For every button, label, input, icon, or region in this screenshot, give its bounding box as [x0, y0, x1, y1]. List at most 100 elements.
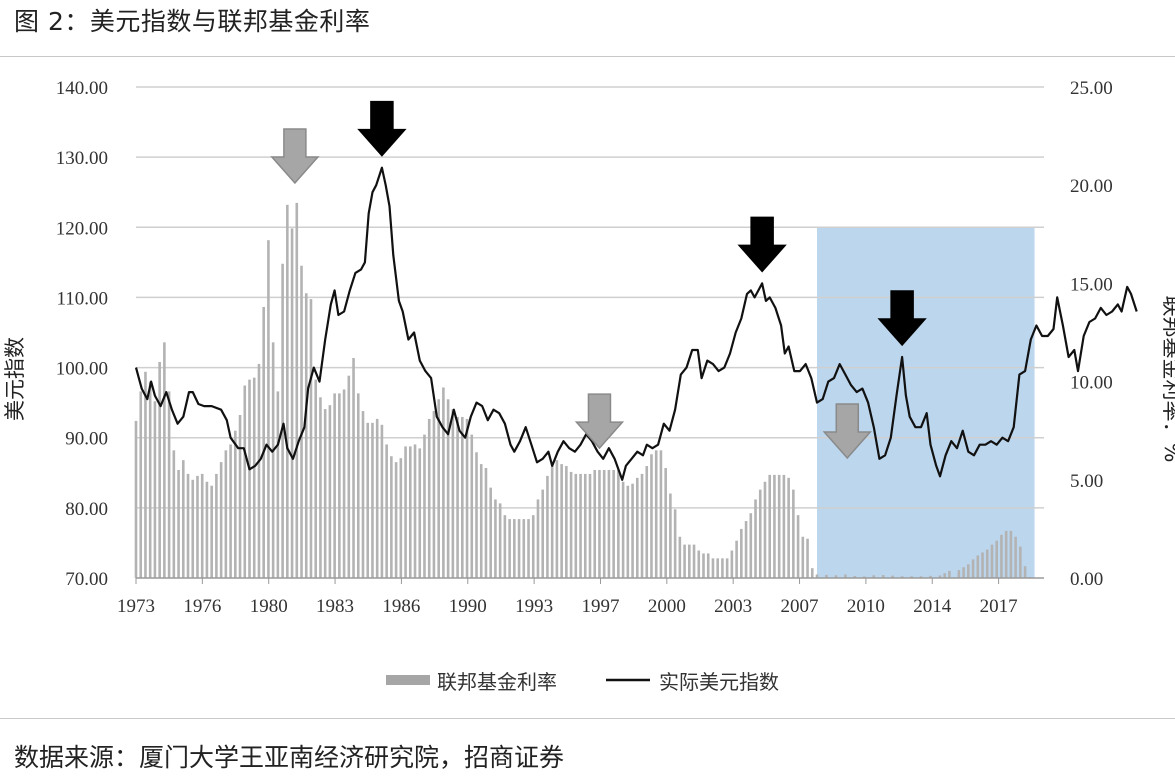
bar — [366, 422, 370, 578]
bar — [617, 469, 620, 578]
bar — [1009, 530, 1013, 578]
highlight-region — [817, 227, 1035, 579]
bar — [347, 375, 351, 578]
bar — [385, 444, 388, 578]
bar — [796, 515, 800, 578]
bar — [498, 503, 502, 578]
bar — [390, 456, 393, 578]
bar — [338, 393, 341, 578]
bar — [479, 464, 483, 578]
highlight-rect — [817, 227, 1035, 579]
bar — [361, 411, 365, 578]
bar — [721, 558, 724, 578]
bar — [536, 499, 540, 578]
bar — [806, 538, 809, 578]
right-tick-label: 15.00 — [1070, 274, 1113, 295]
bar — [810, 568, 814, 578]
bar — [664, 468, 667, 578]
bar — [517, 519, 521, 578]
bar — [484, 468, 488, 578]
bar — [158, 361, 161, 578]
bar — [167, 391, 171, 578]
bar — [659, 450, 663, 578]
bar — [574, 473, 578, 578]
x-tick-label: 1983 — [316, 596, 354, 617]
bar — [976, 555, 980, 578]
bar — [451, 409, 455, 578]
bar — [399, 458, 403, 578]
bar — [640, 473, 644, 578]
bar — [300, 265, 303, 578]
bar — [172, 450, 176, 578]
bar — [191, 479, 195, 578]
bar — [706, 553, 710, 578]
bar — [995, 540, 999, 578]
bar — [200, 473, 204, 578]
bar — [234, 430, 237, 578]
bar — [215, 473, 218, 578]
left-tick-label: 140.00 — [56, 78, 108, 99]
x-tick-label: 2000 — [648, 596, 686, 617]
bar — [181, 460, 185, 578]
x-tick-label: 2014 — [913, 596, 952, 617]
bar — [569, 471, 573, 578]
bar — [446, 399, 450, 578]
bar — [971, 559, 975, 578]
bar — [560, 464, 563, 578]
bar — [243, 385, 247, 578]
bar — [744, 521, 748, 578]
bar — [981, 552, 984, 578]
bar — [413, 444, 417, 578]
bar — [929, 575, 932, 578]
left-tick-label: 80.00 — [65, 499, 108, 520]
bar — [583, 473, 587, 578]
bar — [531, 515, 535, 578]
x-axis-ticks: 1973 1976 1980 1983 1986 1990 1993 1997 2000 2003… — [117, 578, 1018, 617]
bar — [352, 358, 355, 578]
bar — [844, 574, 847, 578]
bar — [872, 575, 876, 578]
x-tick-label: 1980 — [250, 596, 288, 617]
bar — [380, 424, 384, 578]
bar — [555, 460, 559, 578]
bar — [550, 464, 554, 578]
bar — [773, 474, 776, 578]
left-axis-title: 美元指数 — [3, 337, 27, 421]
bar — [304, 293, 308, 578]
bar — [257, 363, 261, 578]
left-axis-ticks: 70.00 80.00 90.00 100.00 110.00 120.00 130.00 1… — [56, 78, 108, 590]
chart: 70.00 80.00 90.00 100.00 110.00 120.00 130.00 1… — [3, 78, 1175, 694]
arrow-markers — [270, 100, 927, 460]
bottom-rule — [0, 718, 1175, 719]
bar — [635, 477, 639, 578]
x-tick-label: 1973 — [117, 596, 155, 617]
x-tick-label: 1976 — [183, 596, 221, 617]
bar — [333, 393, 336, 578]
left-tick-label: 130.00 — [56, 148, 108, 169]
bar — [144, 371, 147, 578]
x-tick-label: 1997 — [581, 596, 619, 617]
bar — [650, 454, 653, 578]
bar — [224, 450, 228, 578]
bar — [442, 387, 445, 578]
bar — [749, 513, 753, 578]
bar — [1004, 530, 1008, 578]
bar — [134, 420, 138, 578]
bar — [654, 450, 658, 578]
legend-label-bars: 联邦基金利率 — [437, 670, 557, 694]
bar — [196, 475, 199, 578]
bar — [375, 418, 379, 578]
bar — [602, 469, 606, 578]
bar — [645, 466, 649, 578]
bar — [626, 485, 630, 578]
bar — [673, 509, 677, 578]
bar — [153, 401, 157, 578]
bar — [427, 418, 431, 578]
bar — [900, 576, 904, 578]
legend: 联邦基金利率 实际美元指数 — [386, 670, 779, 694]
bar — [740, 528, 743, 578]
right-tick-label: 10.00 — [1070, 373, 1113, 394]
bar — [754, 499, 757, 578]
bar — [716, 558, 719, 578]
bar — [692, 544, 696, 578]
